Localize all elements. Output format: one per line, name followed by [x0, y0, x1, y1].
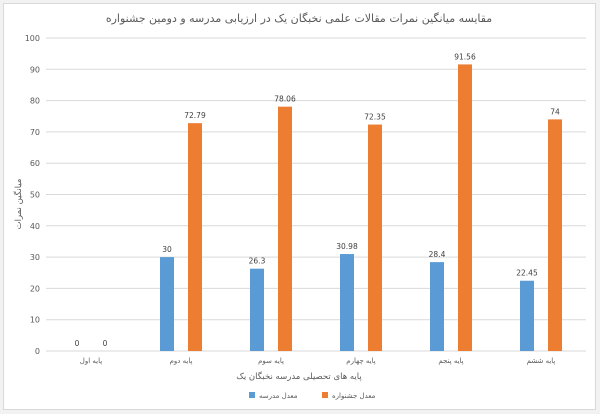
y-tick-label: 10 — [30, 316, 40, 325]
x-tick-label: پایه اول — [80, 357, 102, 365]
data-label: 0 — [75, 339, 80, 348]
y-tick-label: 20 — [30, 284, 40, 293]
x-tick-label: پایه ششم — [527, 357, 556, 365]
bar — [458, 64, 472, 351]
data-label: 28.4 — [429, 250, 446, 259]
data-label: 26.3 — [249, 257, 266, 266]
bar-chart: مقایسه میانگین نمرات مقالات علمی نخبگان … — [13, 12, 586, 400]
x-tick-label: پایه سوم — [258, 357, 284, 365]
bar — [160, 257, 174, 351]
chart-title: مقایسه میانگین نمرات مقالات علمی نخبگان … — [106, 12, 492, 25]
x-tick-label: پایه چهارم — [346, 357, 375, 365]
bar — [340, 254, 354, 351]
gridlines — [46, 37, 586, 352]
data-label: 72.79 — [184, 111, 206, 120]
data-label: 30.98 — [336, 242, 358, 251]
bar — [188, 123, 202, 351]
bars — [160, 64, 562, 352]
bar — [548, 119, 562, 351]
y-tick-label: 100 — [25, 34, 40, 43]
data-label: 91.56 — [454, 52, 476, 61]
legend-label: معدل جشنواره — [332, 392, 376, 400]
data-label: 0 — [103, 339, 108, 348]
bar — [520, 280, 534, 351]
legend-swatch — [249, 392, 255, 398]
legend-swatch — [322, 392, 328, 398]
data-label: 30 — [162, 245, 172, 254]
bar — [278, 106, 292, 351]
y-tick-label: 30 — [30, 253, 40, 262]
x-axis-label: پایه های تحصیلی مدرسه نخبگان یک — [236, 371, 362, 382]
data-label: 22.45 — [516, 269, 538, 278]
y-axis-label: میانگین نمرات — [13, 179, 24, 230]
data-label: 74 — [550, 107, 560, 116]
legend-label: معدل مدرسه — [259, 392, 298, 400]
data-labels: 0 0 30 72.79 26.3 78.06 30.98 72.35 28.4 91.56 22.… — [75, 52, 560, 348]
y-tick-label: 0 — [35, 347, 40, 356]
legend: معدل مدرسه معدل جشنواره — [249, 392, 376, 400]
bar — [250, 268, 264, 351]
x-tick-label: پایه پنجم — [438, 357, 463, 365]
x-tick-label: پایه دوم — [170, 357, 193, 365]
data-label: 78.06 — [274, 95, 296, 104]
y-tick-label: 60 — [30, 159, 40, 168]
chart-frame: مقایسه میانگین نمرات مقالات علمی نخبگان … — [3, 3, 596, 410]
x-axis-ticks: پایه اول پایه دوم پایه سوم پایه چهارم پایه پ… — [80, 357, 556, 365]
y-tick-label: 40 — [30, 222, 40, 231]
bar — [368, 124, 382, 352]
y-axis-ticks: 0 10 20 30 40 50 60 70 80 90 100 — [25, 34, 40, 356]
data-label: 72.35 — [364, 113, 386, 122]
y-tick-label: 70 — [30, 128, 40, 137]
y-tick-label: 80 — [30, 97, 40, 106]
y-tick-label: 90 — [30, 65, 40, 74]
bar — [430, 262, 444, 351]
y-tick-label: 50 — [30, 191, 40, 200]
